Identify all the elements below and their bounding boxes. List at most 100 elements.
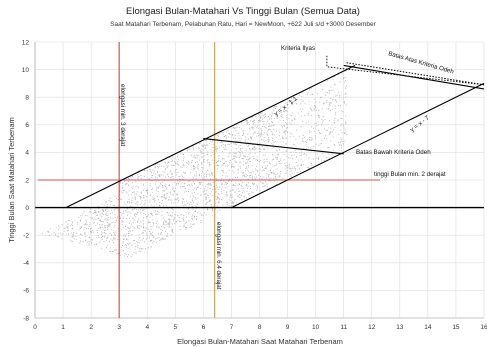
scatter-point bbox=[206, 184, 208, 186]
scatter-point bbox=[159, 205, 161, 207]
scatter-point bbox=[266, 134, 268, 136]
scatter-point bbox=[149, 221, 151, 223]
scatter-point bbox=[204, 145, 206, 147]
scatter-point bbox=[86, 215, 88, 217]
scatter-point bbox=[293, 154, 295, 156]
scatter-point bbox=[295, 161, 297, 164]
scatter-point bbox=[152, 219, 154, 221]
scatter-point bbox=[289, 136, 291, 138]
scatter-point bbox=[233, 167, 235, 169]
scatter-point bbox=[228, 136, 230, 138]
scatter-point bbox=[193, 168, 195, 170]
scatter-point bbox=[229, 194, 232, 196]
scatter-point bbox=[221, 189, 223, 191]
scatter-point bbox=[244, 139, 246, 141]
scatter-point bbox=[345, 92, 347, 94]
scatter-point bbox=[107, 245, 109, 247]
scatter-point bbox=[100, 224, 102, 226]
scatter-point bbox=[125, 233, 127, 235]
scatter-point bbox=[167, 161, 170, 163]
scatter-point bbox=[262, 121, 264, 123]
scatter-point bbox=[324, 94, 327, 96]
scatter-point bbox=[234, 176, 236, 178]
scatter-point bbox=[198, 173, 200, 175]
scatter-point bbox=[273, 147, 275, 149]
scatter-point bbox=[308, 88, 311, 90]
scatter-point bbox=[242, 175, 244, 177]
scatter-point bbox=[219, 186, 221, 188]
scatter-point bbox=[217, 134, 219, 136]
scatter-point bbox=[262, 115, 265, 117]
scatter-point bbox=[283, 111, 285, 113]
scatter-point bbox=[94, 211, 96, 213]
scatter-point bbox=[188, 164, 190, 166]
scatter-point bbox=[253, 157, 255, 159]
scatter-point bbox=[287, 157, 289, 159]
scatter-point bbox=[206, 144, 208, 146]
scatter-point bbox=[229, 196, 231, 198]
scatter-point bbox=[310, 163, 312, 165]
scatter-point bbox=[239, 152, 241, 154]
scatter-point bbox=[334, 84, 336, 86]
scatter-point bbox=[109, 200, 111, 202]
scatter-point bbox=[285, 127, 287, 129]
scatter-point bbox=[86, 221, 88, 223]
scatter-point bbox=[328, 92, 331, 94]
scatter-point bbox=[247, 164, 250, 167]
scatter-point bbox=[299, 104, 301, 106]
scatter-point bbox=[246, 156, 248, 158]
scatter-point bbox=[275, 149, 277, 151]
scatter-point bbox=[241, 152, 243, 154]
scatter-point bbox=[289, 132, 291, 134]
scatter-point bbox=[204, 193, 206, 195]
scatter-point bbox=[105, 211, 107, 213]
scatter-point bbox=[217, 202, 219, 204]
scatter-point bbox=[197, 197, 199, 199]
scatter-point bbox=[94, 209, 96, 211]
scatter-point bbox=[193, 217, 195, 219]
scatter-point bbox=[199, 183, 201, 185]
scatter-point bbox=[165, 221, 167, 224]
scatter-point bbox=[232, 157, 235, 159]
scatter-point bbox=[147, 222, 149, 224]
scatter-point bbox=[305, 154, 307, 156]
scatter-point bbox=[106, 224, 108, 226]
scatter-point bbox=[191, 217, 193, 219]
scatter-point bbox=[264, 185, 266, 187]
scatter-point bbox=[297, 112, 299, 114]
scatter-point bbox=[247, 170, 249, 172]
scatter-point bbox=[105, 201, 107, 203]
scatter-point bbox=[55, 234, 57, 236]
scatter-point bbox=[125, 210, 127, 212]
scatter-point bbox=[329, 110, 331, 112]
scatter-point bbox=[183, 185, 185, 187]
scatter-point bbox=[151, 212, 153, 215]
scatter-point bbox=[241, 128, 243, 130]
scatter-point bbox=[205, 203, 207, 205]
scatter-point bbox=[122, 216, 124, 218]
scatter-point bbox=[114, 195, 116, 197]
scatter-point bbox=[164, 238, 166, 240]
scatter-point bbox=[246, 187, 249, 189]
scatter-point bbox=[177, 164, 179, 166]
scatter-point bbox=[192, 165, 195, 167]
scatter-point bbox=[160, 165, 163, 167]
scatter-point bbox=[98, 236, 100, 238]
scatter-point bbox=[242, 130, 244, 132]
scatter-point bbox=[192, 195, 194, 197]
scatter-point bbox=[322, 103, 324, 105]
scatter-point bbox=[283, 162, 285, 164]
scatter-point bbox=[152, 198, 154, 200]
scatter-point bbox=[241, 158, 243, 160]
scatter-point bbox=[210, 183, 212, 186]
scatter-point bbox=[209, 174, 211, 176]
scatter-point bbox=[252, 116, 254, 118]
scatter-point bbox=[270, 180, 272, 182]
scatter-point bbox=[221, 192, 223, 195]
scatter-point bbox=[304, 152, 306, 154]
scatter-point bbox=[154, 183, 156, 185]
scatter-point bbox=[271, 130, 273, 132]
scatter-point bbox=[343, 81, 345, 83]
scatter-point bbox=[96, 230, 98, 232]
scatter-point bbox=[238, 151, 240, 153]
